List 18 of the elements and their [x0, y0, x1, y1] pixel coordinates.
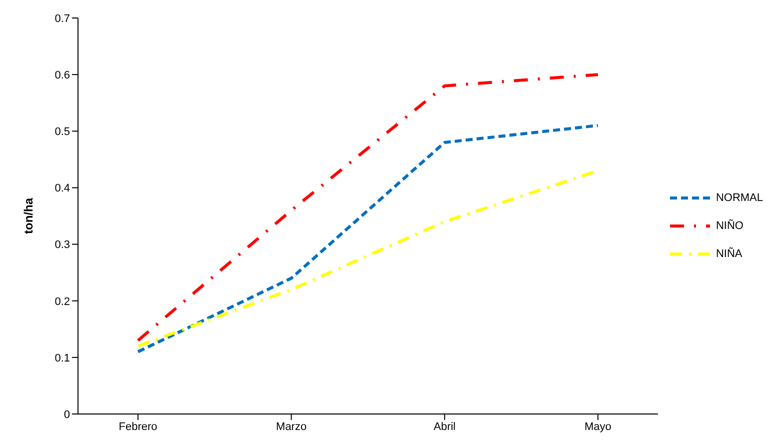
line-series — [136, 73, 600, 342]
y-tick-label: 0.4 — [54, 182, 70, 195]
x-tick-label: Febrero — [118, 420, 158, 433]
x-tick-label: Marzo — [276, 420, 307, 433]
y-tick-label: 0.7 — [54, 12, 70, 25]
y-tick-label: 0.1 — [54, 352, 70, 364]
y-tick-label: 0.5 — [54, 126, 70, 138]
x-tick-label: Abril — [434, 420, 456, 433]
x-tick-label: Mayo — [584, 420, 612, 433]
y-axis-title: ton/ha — [21, 198, 36, 234]
y-tick-label: 0 — [64, 408, 70, 421]
legend-label: NIÑA — [716, 248, 742, 260]
y-tick-label: 0.3 — [54, 239, 70, 252]
y-tick-label: 0.6 — [54, 69, 70, 82]
legend-label: NORMAL — [716, 192, 763, 204]
legend-label: NIÑO — [716, 220, 744, 232]
y-tick-label: 0.2 — [54, 296, 70, 308]
line-series — [136, 124, 600, 354]
